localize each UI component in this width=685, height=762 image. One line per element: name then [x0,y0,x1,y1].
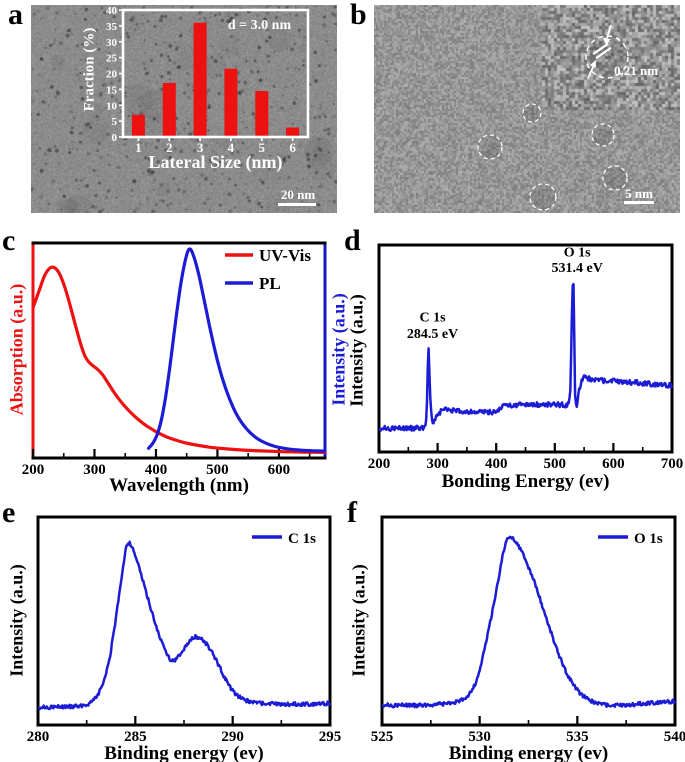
particle-circle [477,134,503,160]
x-tick-label: 525 [371,729,394,745]
x-tick-label: 280 [27,729,50,745]
c1s-intensity-axis-label: Intensity (a.u.) [6,564,27,677]
panel-d-letter: d [344,224,361,257]
size-distribution-histogram: 1 2 3 4 5 6 0 5 10 15 20 25 30 35 40 [106,5,310,155]
scalebar-a [278,203,316,206]
histogram-bar [131,114,145,137]
panel-f-letter: f [347,496,357,529]
peak-label: C 1s [419,311,446,326]
x-tick-label: 530 [468,729,491,745]
y-tick-label: 35 [106,21,118,33]
series-XPS survey [378,282,674,432]
x-tick-label: 200 [368,456,391,472]
fringe-arrow-bottom [587,60,596,79]
legend-label: O 1s [634,531,663,547]
tem-noise-canvas-b [374,5,680,213]
histogram-bar [193,22,207,138]
legend-label: UV-Vis [259,246,311,265]
scalebar-label-b: 5 nm [625,186,653,201]
x-tick-label: 700 [661,456,684,472]
wavelength-axis-label: Wavelength (nm) [109,475,249,496]
series-PL [147,247,327,453]
x-tick-label: 285 [124,729,147,745]
absorption-axis-label: Absorption (a.u.) [6,283,27,416]
x-tick-label: 540 [664,729,685,745]
x-tick-label: 6 [289,140,296,155]
particle-circle [591,123,615,147]
panel-b-letter: b [350,0,367,31]
histogram-bar [286,127,300,137]
panel-c-letter: c [2,224,16,257]
series-C 1s [37,540,332,711]
particle-circle [529,183,557,211]
o1s-intensity-axis-label: Intensity (a.u.) [348,564,369,677]
x-tick-label: 400 [485,456,508,472]
x-tick-label: 290 [221,729,244,745]
peak-energy-label: 284.5 eV [407,327,458,342]
histogram-bar [224,68,238,137]
fringe-arrow-top [602,24,612,45]
survey-intensity-axis-label: Intensity (a.u.) [346,294,367,407]
x-tick-label: 400 [145,462,168,478]
histogram-bar [162,83,176,137]
particle-circle [602,165,628,191]
binding-energy-axis-label-f: Binding energy (ev) [448,743,609,762]
particle-circle [522,103,542,123]
x-tick-label: 2 [166,140,173,155]
inset-particle-circle [585,35,629,79]
y-tick-label: 0 [112,132,118,144]
x-tick-label: 500 [544,456,567,472]
hrtem-annotations: 0.21 nm [477,24,658,211]
series-UV-Vis [31,265,327,454]
lattice-spacing-label: 0.21 nm [614,63,658,78]
lattice-fringe-marker [592,42,612,60]
x-tick-label: 3 [197,140,204,155]
panel-a-tem-image: 1 2 3 4 5 6 0 5 10 15 20 25 30 35 40 Fraction (%) Late… [31,5,337,213]
peak-energy-label: 531.4 eV [552,261,603,276]
y-tick-label: 25 [106,53,118,65]
series-O 1s [381,535,677,709]
peak-label: O 1s [564,245,591,260]
histogram-bar [255,91,269,137]
y-tick-label: 40 [106,5,118,17]
y-tick-label: 15 [106,84,118,96]
uvvis-pl-chart: 200 300 400 500 600 UV-Vis PL Wavelength (nm) [0,225,340,496]
hist-y-axis-label: Fraction (%) [81,27,98,112]
c1s-xps-plot: 280 285 290 295 C 1s [27,515,342,745]
x-tick-label: 535 [566,729,589,745]
uvvis-pl-plot: 200 300 400 500 600 UV-Vis PL [22,241,327,478]
x-tick-label: 300 [83,462,106,478]
x-tick-label: 4 [228,140,235,155]
x-tick-label: 500 [206,462,229,478]
x-tick-label: 295 [319,729,342,745]
x-tick-label: 200 [22,462,45,478]
bonding-energy-axis-label: Bonding Energy (ev) [441,471,610,492]
mean-diameter-annotation: d = 3.0 nm [227,18,292,33]
scalebar-label-a: 20 nm [280,187,316,202]
tem-noise-canvas-a [31,5,337,213]
x-tick-label: 5 [259,140,266,155]
x-tick-label: 1 [135,140,142,155]
scalebar-b [624,201,654,204]
panel-e-letter: e [2,496,16,529]
xps-survey-chart: 200 300 400 500 600 700 C 1s 284.5 eV O 1s 531.4 … [342,225,685,495]
legend-label: PL [259,274,281,293]
x-tick-label: 300 [426,456,449,472]
x-tick-label: 600 [268,462,291,478]
y-tick-label: 5 [112,116,118,128]
y-tick-label: 10 [106,100,118,112]
o1s-xps-plot: 525 530 535 540 O 1s [371,515,685,745]
binding-energy-axis-label-e: Binding energy (ev) [104,743,264,762]
hist-x-axis-label: Lateral Size (nm) [148,152,283,172]
panel-a-letter: a [8,0,23,31]
x-tick-label: 600 [602,456,625,472]
y-tick-label: 30 [106,37,118,49]
y-tick-label: 20 [106,69,118,81]
panel-b-hrtem-image: 0.21 nm 5 nm [374,5,680,213]
legend-label: C 1s [288,531,316,547]
o1s-xps-chart: 525 530 535 540 O 1s Binding energy (ev) [342,495,685,762]
c1s-xps-chart: 280 285 290 295 C 1s Binding energy (ev) [0,495,342,762]
